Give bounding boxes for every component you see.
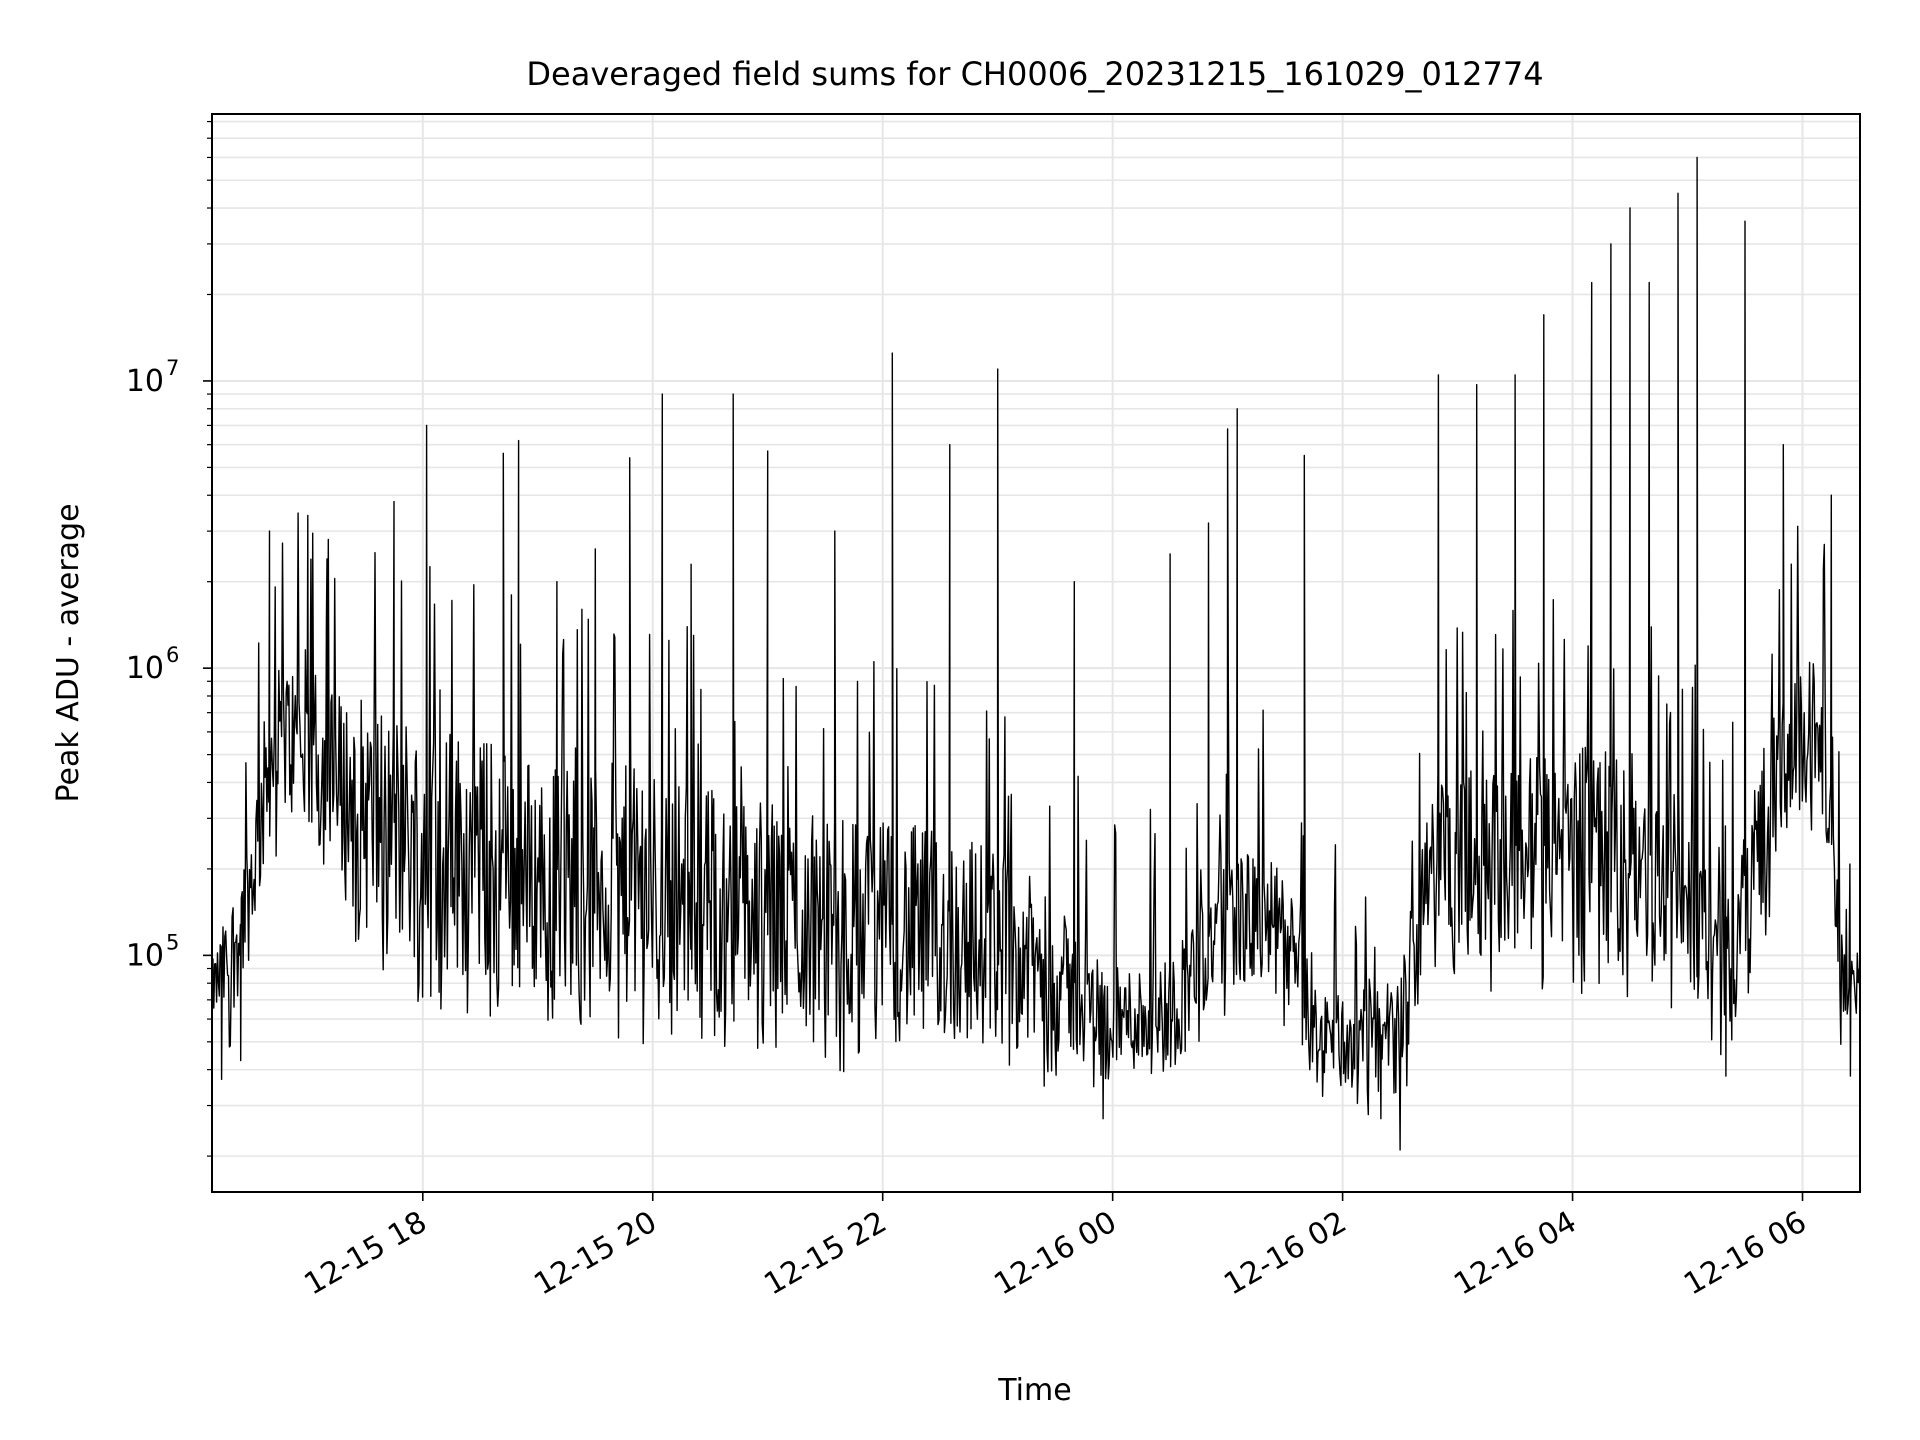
y-tick-label-exponent: 5 <box>166 930 179 954</box>
y-tick-label: 10 <box>126 364 164 399</box>
series-line <box>211 156 1861 1151</box>
y-tick-label-exponent: 6 <box>166 643 179 667</box>
y-tick-label: 10 <box>126 651 164 686</box>
plot-area <box>211 156 1861 1151</box>
y-axis-label: Peak ADU - average <box>51 503 86 802</box>
y-tick-label: 10 <box>126 938 164 973</box>
x-axis-label: Time <box>997 1373 1071 1408</box>
chart-title: Deaveraged field sums for CH0006_2023121… <box>526 55 1543 93</box>
y-tick-label-exponent: 7 <box>166 356 179 380</box>
axes-frame <box>211 113 1861 1193</box>
